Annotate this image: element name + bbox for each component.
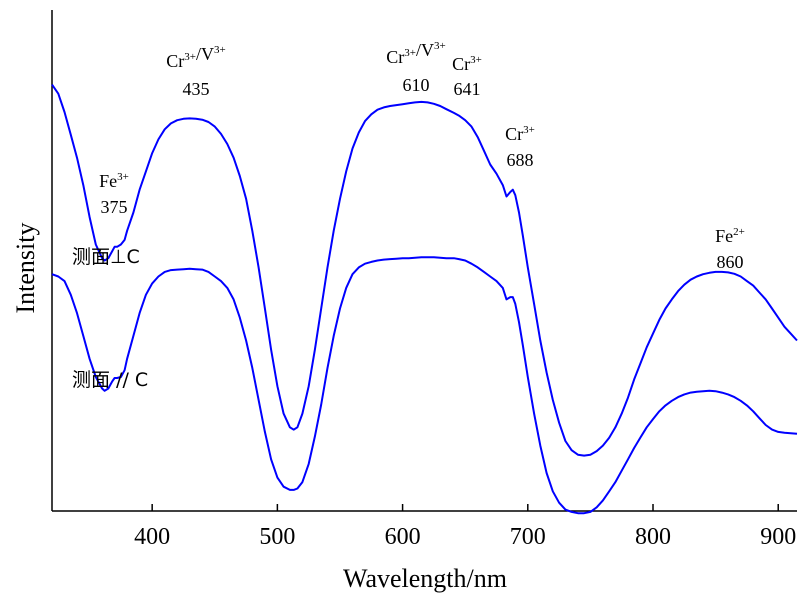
series-label-perpendicular: 测面⊥C — [72, 246, 140, 268]
series-lines — [51, 84, 798, 515]
peak-annotation: Cr3+ 688 — [505, 124, 535, 170]
x-axis-label: Wavelength/nm — [343, 564, 507, 593]
peak-ion-label: Cr3+ — [505, 124, 535, 144]
peak-wavelength-label: 688 — [507, 150, 534, 170]
series-label-parallel: 测面 // C — [72, 369, 148, 391]
peak-ion-label: Fe3+ — [99, 171, 129, 191]
series-line-1 — [51, 84, 798, 457]
y-axis-label: Intensity — [11, 223, 40, 314]
x-tick-label: 500 — [259, 524, 295, 550]
peak-wavelength-label: 375 — [101, 197, 128, 217]
peak-annotations: Fe3+375Cr3+/V3+435Cr3+/V3+610Cr3+641Cr3+… — [99, 40, 745, 272]
peak-ion-label: Fe2+ — [715, 226, 745, 246]
x-ticks: 400 500 600 700 800 900 — [134, 504, 796, 550]
series-line-2 — [51, 256, 798, 515]
peak-annotation: Fe2+ 860 — [715, 226, 745, 272]
peak-annotation: Cr3+ 641 — [452, 54, 482, 99]
peak-ion-label: Cr3+ — [452, 54, 482, 74]
x-tick-label: 600 — [385, 524, 421, 550]
peak-annotation: Fe3+ 375 — [99, 171, 129, 217]
x-tick-label: 400 — [134, 524, 170, 550]
peak-wavelength-label: 860 — [717, 252, 744, 272]
x-tick-label: 900 — [760, 524, 796, 550]
peak-wavelength-label: 610 — [403, 75, 430, 95]
peak-ion-label: Cr3+/V3+ — [166, 44, 225, 71]
x-tick-label: 700 — [510, 524, 546, 550]
peak-ion-label: Cr3+/V3+ — [386, 40, 445, 67]
peak-wavelength-label: 641 — [454, 79, 481, 99]
peak-wavelength-label: 435 — [183, 79, 210, 99]
peak-annotation: Cr3+/V3+ 610 — [386, 40, 445, 95]
x-tick-label: 800 — [635, 524, 671, 550]
peak-annotation: Cr3+/V3+ 435 — [166, 44, 225, 99]
